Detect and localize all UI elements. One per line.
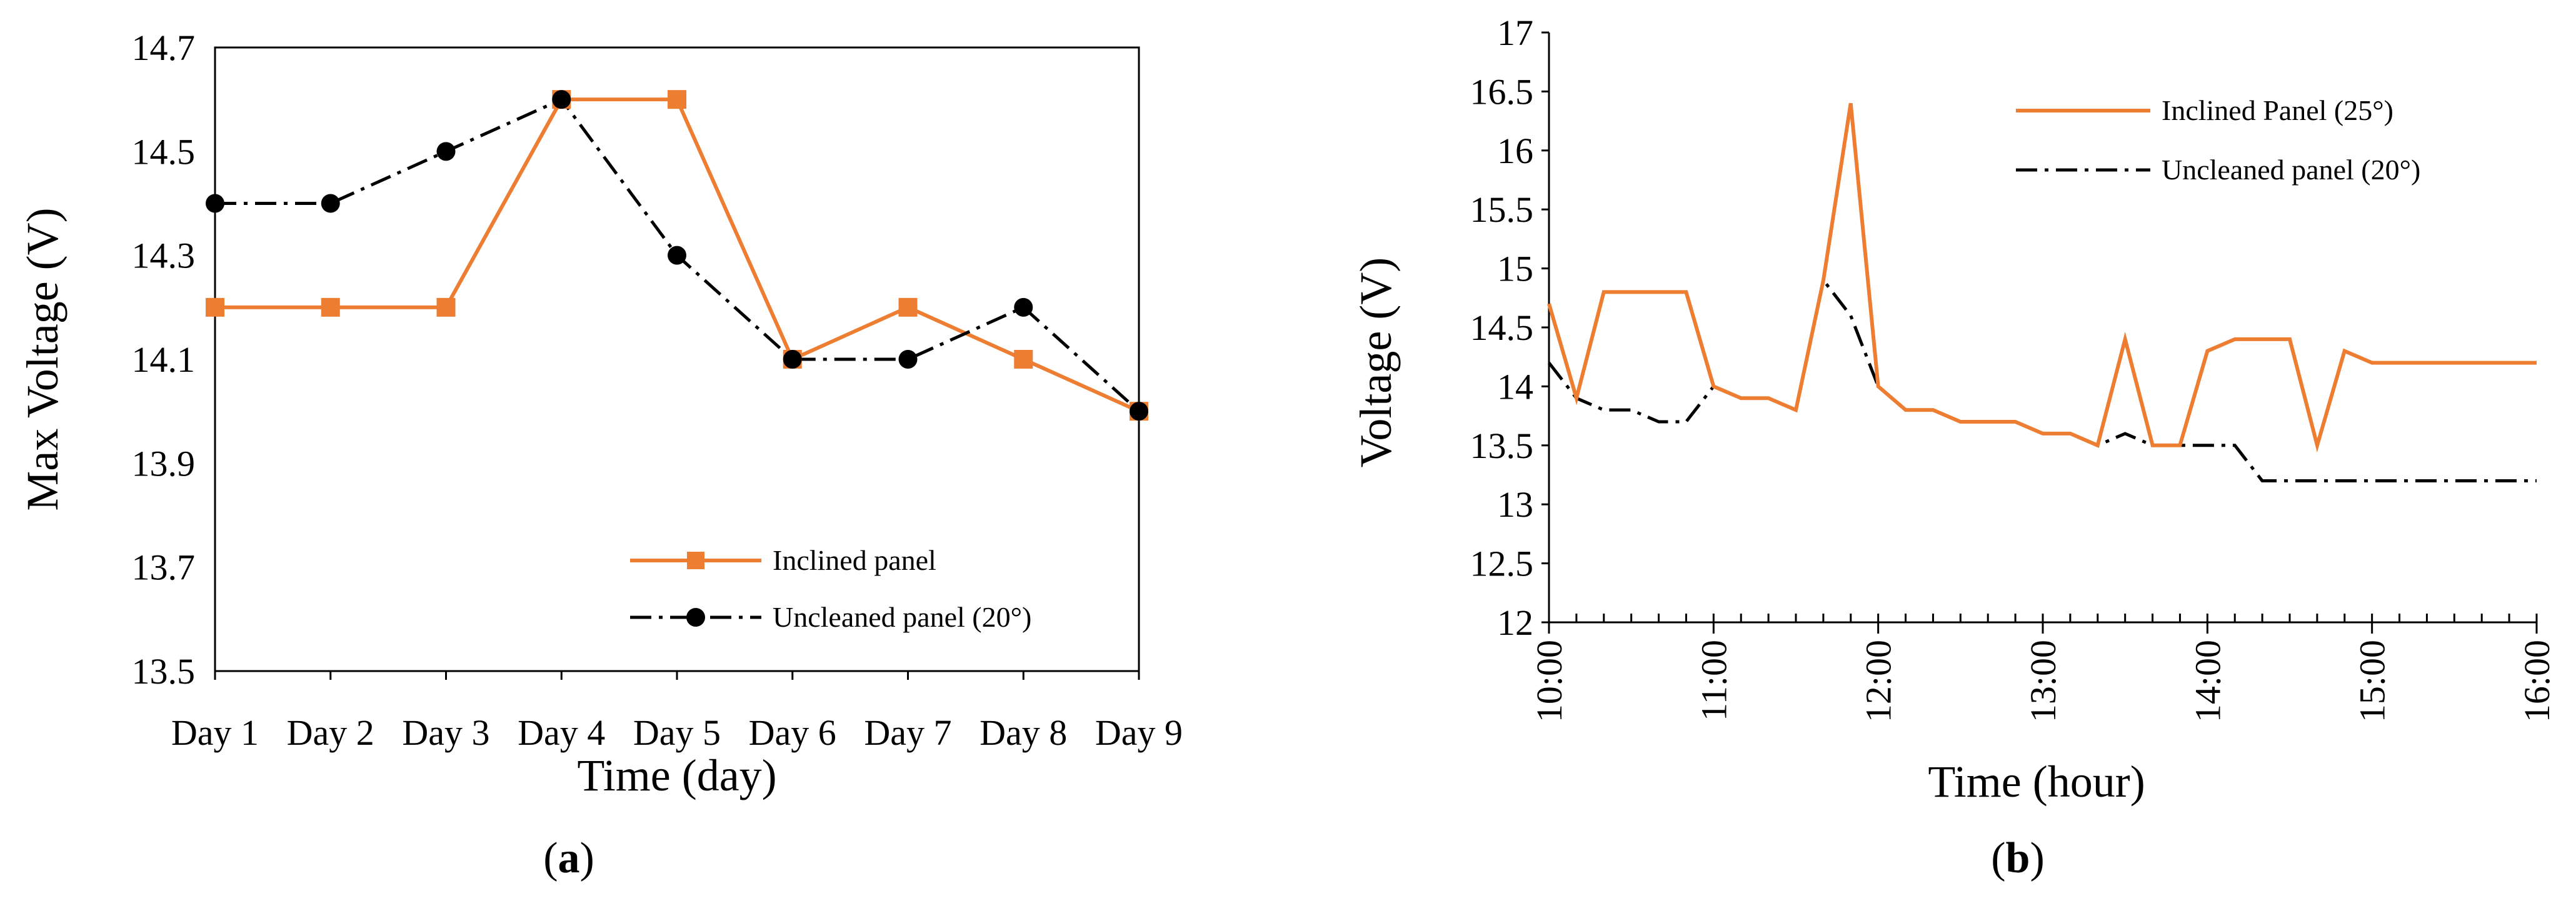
chart-a-point-inclined-panel-day-5 <box>668 90 686 109</box>
chart-a-plot-area <box>214 46 1140 672</box>
chart-b-y-tick-13: 13 <box>1497 484 1533 525</box>
chart-a-y-tick-13-7: 13.7 <box>132 547 196 588</box>
chart-b-minor-ticks <box>1548 614 2538 622</box>
chart-b-x-tick-10-00: 10:00 <box>1529 640 1570 722</box>
chart-b-series-line-uncleaned-panel-20 <box>1548 276 2537 482</box>
chart-a-point-uncleaned-panel-20-day-4 <box>552 90 571 109</box>
chart-a-point-uncleaned-panel-20-day-3 <box>436 142 456 161</box>
chart-b-y-tick-15-5: 15.5 <box>1470 189 1534 230</box>
chart-b-series-line-inclined-panel-25 <box>1547 102 2537 453</box>
chart-a-x-tick-day-3: Day 3 <box>402 712 489 753</box>
chart-b-y-ticks: 12 12.5 13 13.5 14 14.5 15 15.5 16 16.5 17 <box>1470 12 1549 643</box>
chart-a-point-inclined-panel-day-7 <box>898 297 918 317</box>
chart-b-y-tick-12-5: 12.5 <box>1470 544 1534 584</box>
chart-a-x-tick-day-4: Day 4 <box>518 712 605 753</box>
chart-a-point-uncleaned-panel-20-day-6 <box>783 350 802 369</box>
chart-a-x-tick-day-7: Day 7 <box>864 712 951 753</box>
chart-b-y-tick-13-5: 13.5 <box>1470 426 1534 466</box>
chart-a-legend: Inclined panel Uncleaned panel (20°) <box>630 544 1031 633</box>
chart-b-y-axis-label: Voltage (V) <box>1351 257 1401 468</box>
chart-b-x-tick-12-00: 12:00 <box>1858 640 1899 722</box>
chart-a-x-ticks: Day 1 Day 2 Day 3 Day 4 Day 5 Day 6 Day 7 Day 8… <box>171 671 1183 753</box>
chart-a-caption-letter: a <box>558 834 580 882</box>
chart-b-x-tick-13-00: 13:00 <box>2023 640 2063 722</box>
chart-b-legend-label-uncleaned: Uncleaned panel (20°) <box>2162 154 2420 186</box>
chart-b-x-ticks: 10:00 11:00 12:00 13:00 14:00 15:00 16:00 <box>1529 622 2557 722</box>
chart-a-x-tick-day-2: Day 2 <box>287 712 374 753</box>
chart-a-y-tick-13-5: 13.5 <box>132 651 196 692</box>
chart-a-point-uncleaned-panel-20-day-9 <box>1130 402 1148 421</box>
chart-b-x-tick-11-00: 11:00 <box>1693 640 1734 721</box>
chart-b-caption: (b) <box>1991 834 2045 882</box>
chart-a-x-tick-day-5: Day 5 <box>633 712 721 753</box>
chart-a-point-uncleaned-panel-20-day-1 <box>206 194 224 213</box>
chart-b-x-tick-16-00: 16:00 <box>2517 640 2557 722</box>
chart-a-x-tick-day-6: Day 6 <box>749 712 836 753</box>
chart-a-point-inclined-panel-day-8 <box>1014 350 1033 369</box>
chart-b-caption-letter: b <box>2006 834 2030 882</box>
chart-a-legend-label-uncleaned: Uncleaned panel (20°) <box>773 601 1031 633</box>
chart-b-x-axis-label: Time (hour) <box>1928 757 2145 807</box>
chart-b: 12 12.5 13 13.5 14 14.5 15 15.5 16 16.5 17 10:00 11… <box>1351 12 2557 882</box>
chart-a-legend-marker-inclined <box>687 552 704 569</box>
chart-a-point-uncleaned-panel-20-day-8 <box>1014 297 1033 317</box>
chart-a-x-tick-day-9: Day 9 <box>1095 712 1183 753</box>
chart-b-y-tick-17: 17 <box>1497 12 1533 53</box>
chart-b-x-tick-15-00: 15:00 <box>2352 640 2393 722</box>
chart-b-series <box>1547 102 2537 483</box>
chart-a-y-axis-label: Max Voltage (V) <box>18 207 68 510</box>
chart-a-point-uncleaned-panel-20-day-5 <box>668 246 686 265</box>
chart-b-y-tick-15: 15 <box>1497 249 1533 289</box>
chart-a-y-tick-14-5: 14.5 <box>132 131 196 172</box>
chart-b-y-tick-16-5: 16.5 <box>1470 71 1534 112</box>
chart-a-x-tick-day-1: Day 1 <box>171 712 259 753</box>
chart-a-legend-label-inclined: Inclined panel <box>773 544 936 576</box>
chart-a-x-axis-label: Time (day) <box>577 750 776 800</box>
chart-b-legend-label-inclined: Inclined Panel (25°) <box>2162 94 2393 126</box>
chart-b-y-tick-14-5: 14.5 <box>1470 307 1534 348</box>
chart-b-point-uncleaned-panel-20-30 <box>2370 478 2375 483</box>
chart-a-point-inclined-panel-day-2 <box>321 297 340 317</box>
chart-a-point-inclined-panel-day-1 <box>206 297 224 317</box>
chart-b-y-tick-16: 16 <box>1497 131 1533 171</box>
chart-a-legend-marker-uncleaned <box>686 608 705 627</box>
chart-a-point-inclined-panel-day-3 <box>436 297 456 317</box>
chart-a-y-tick-14-7: 14.7 <box>132 27 196 68</box>
chart-a-y-tick-13-9: 13.9 <box>132 443 196 484</box>
chart-a-point-uncleaned-panel-20-day-2 <box>321 194 340 213</box>
chart-b-point-uncleaned-panel-20-34 <box>2479 478 2484 483</box>
chart-a-point-uncleaned-panel-20-day-7 <box>898 350 918 369</box>
chart-a-x-tick-day-8: Day 8 <box>980 712 1067 753</box>
chart-a-y-tick-14-1: 14.1 <box>132 339 196 380</box>
chart-b-y-tick-14: 14 <box>1497 366 1533 407</box>
chart-a-y-tick-14-3: 14.3 <box>132 236 196 276</box>
chart-b-point-uncleaned-panel-20-27 <box>2287 478 2292 483</box>
chart-b-y-tick-12: 12 <box>1497 602 1533 643</box>
chart-a-series <box>206 90 1148 421</box>
chart-b-point-uncleaned-panel-20-31 <box>2397 478 2402 483</box>
chart-b-x-tick-14-00: 14:00 <box>2187 640 2228 722</box>
chart-a-y-ticks: 13.5 13.7 13.9 14.1 14.3 14.5 14.7 <box>132 27 196 692</box>
chart-a-caption: (a) <box>543 834 594 882</box>
chart-b-legend: Inclined Panel (25°) Uncleaned panel (20… <box>2016 94 2420 186</box>
